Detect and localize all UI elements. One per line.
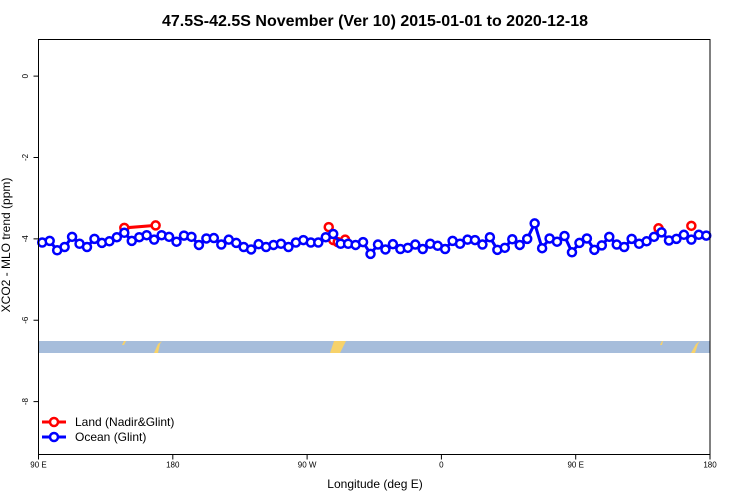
- legend: Land (Nadir&Glint) Ocean (Glint): [42, 415, 174, 444]
- ocean-point: [566, 247, 578, 258]
- ocean-point: [81, 241, 93, 253]
- ocean-point: [387, 238, 399, 250]
- ocean-point: [536, 242, 548, 254]
- ocean-point: [521, 233, 533, 245]
- ocean-point: [626, 233, 637, 245]
- ocean-point: [551, 236, 563, 247]
- land-mark: [691, 341, 700, 353]
- y-tick-label: -8: [21, 398, 30, 406]
- x-tick-label: 90 E: [30, 461, 46, 470]
- ocean-point: [380, 244, 391, 255]
- land-marks: [122, 341, 700, 353]
- ocean-point: [589, 244, 600, 256]
- ocean-point: [148, 234, 160, 245]
- ocean-point: [618, 241, 630, 253]
- ocean-point: [357, 236, 369, 248]
- legend-ocean-label: Ocean (Glint): [75, 430, 146, 444]
- land-point: [323, 221, 334, 233]
- ocean-point: [186, 231, 197, 243]
- ocean-point: [596, 240, 608, 251]
- land-mark: [154, 341, 162, 353]
- legend-ocean-marker: [48, 431, 60, 443]
- y-tick-label: -2: [21, 153, 30, 161]
- ocean-point: [365, 248, 376, 260]
- ocean-point: [313, 237, 324, 248]
- x-axis-label: Longitude (deg E): [327, 477, 422, 491]
- ocean-point: [104, 236, 115, 247]
- x-tick-label: 90 W: [298, 461, 317, 470]
- ocean-point: [701, 230, 712, 241]
- ocean-point: [454, 238, 466, 249]
- ocean-point: [686, 234, 697, 245]
- ocean-point: [141, 229, 152, 241]
- chart-title: 47.5S-42.5S November (Ver 10) 2015-01-01…: [162, 13, 588, 30]
- x-tick-label: 90 E: [567, 461, 583, 470]
- ocean-point: [245, 244, 257, 255]
- ocean-point: [604, 231, 615, 243]
- ocean-point: [327, 228, 339, 240]
- ocean-point: [559, 230, 570, 242]
- ocean-point: [574, 237, 585, 249]
- y-tick-label: 0: [21, 73, 30, 78]
- land-point: [150, 220, 161, 231]
- ocean-point: [216, 239, 227, 250]
- ocean-point: [66, 231, 78, 243]
- ocean-point: [648, 231, 660, 243]
- ocean-point: [514, 239, 525, 251]
- ocean-point: [469, 234, 481, 246]
- ocean-point: [111, 231, 123, 243]
- ocean-point: [507, 234, 518, 245]
- x-axis: 90 E 180 90 W 0 90 E 180: [30, 454, 717, 470]
- ocean-point: [89, 233, 100, 245]
- ocean-point: [208, 232, 220, 244]
- ocean-point: [119, 227, 130, 239]
- ocean-point: [529, 218, 540, 229]
- series-layer: [36, 218, 712, 260]
- legend-item-land: Land (Nadir&Glint): [42, 415, 174, 429]
- legend-land-label: Land (Nadir&Glint): [75, 415, 174, 429]
- x-tick-label: 180: [166, 461, 180, 470]
- land-point: [686, 220, 697, 232]
- land-ocean-band: [38, 341, 710, 353]
- ocean-point: [59, 241, 70, 253]
- ocean-point: [372, 239, 384, 250]
- plot-frame: [38, 39, 711, 455]
- y-axis-label: XCO2 - MLO trend (ppm): [0, 178, 13, 313]
- plot-area: [36, 39, 712, 455]
- y-tick-label: -6: [21, 316, 30, 324]
- x-tick-label: 0: [439, 461, 444, 470]
- ocean-point: [230, 237, 242, 249]
- y-axis: 0 -2 -4 -6 -8: [21, 73, 39, 406]
- y-tick-label: -4: [21, 235, 30, 243]
- ocean-point: [499, 242, 511, 254]
- ocean-point: [417, 243, 428, 255]
- ocean-point: [671, 233, 682, 245]
- ocean-point: [410, 239, 421, 250]
- ocean-point: [163, 231, 175, 243]
- legend-item-ocean: Ocean (Glint): [42, 430, 146, 444]
- ocean-point: [641, 236, 652, 247]
- ocean-point: [484, 231, 496, 243]
- ocean-point: [283, 241, 294, 253]
- land-mark: [660, 341, 663, 345]
- x-tick-label: 180: [703, 461, 717, 470]
- ocean-point: [477, 239, 488, 250]
- legend-land-marker: [48, 416, 60, 428]
- ocean-point: [439, 243, 451, 255]
- ocean-point: [171, 236, 182, 247]
- ocean-point: [678, 229, 690, 241]
- land-mark: [330, 341, 346, 353]
- ocean-point: [44, 235, 55, 247]
- land-mark: [122, 341, 126, 345]
- ocean-point: [581, 233, 593, 244]
- ocean-point: [193, 239, 205, 251]
- ocean-point: [656, 227, 667, 238]
